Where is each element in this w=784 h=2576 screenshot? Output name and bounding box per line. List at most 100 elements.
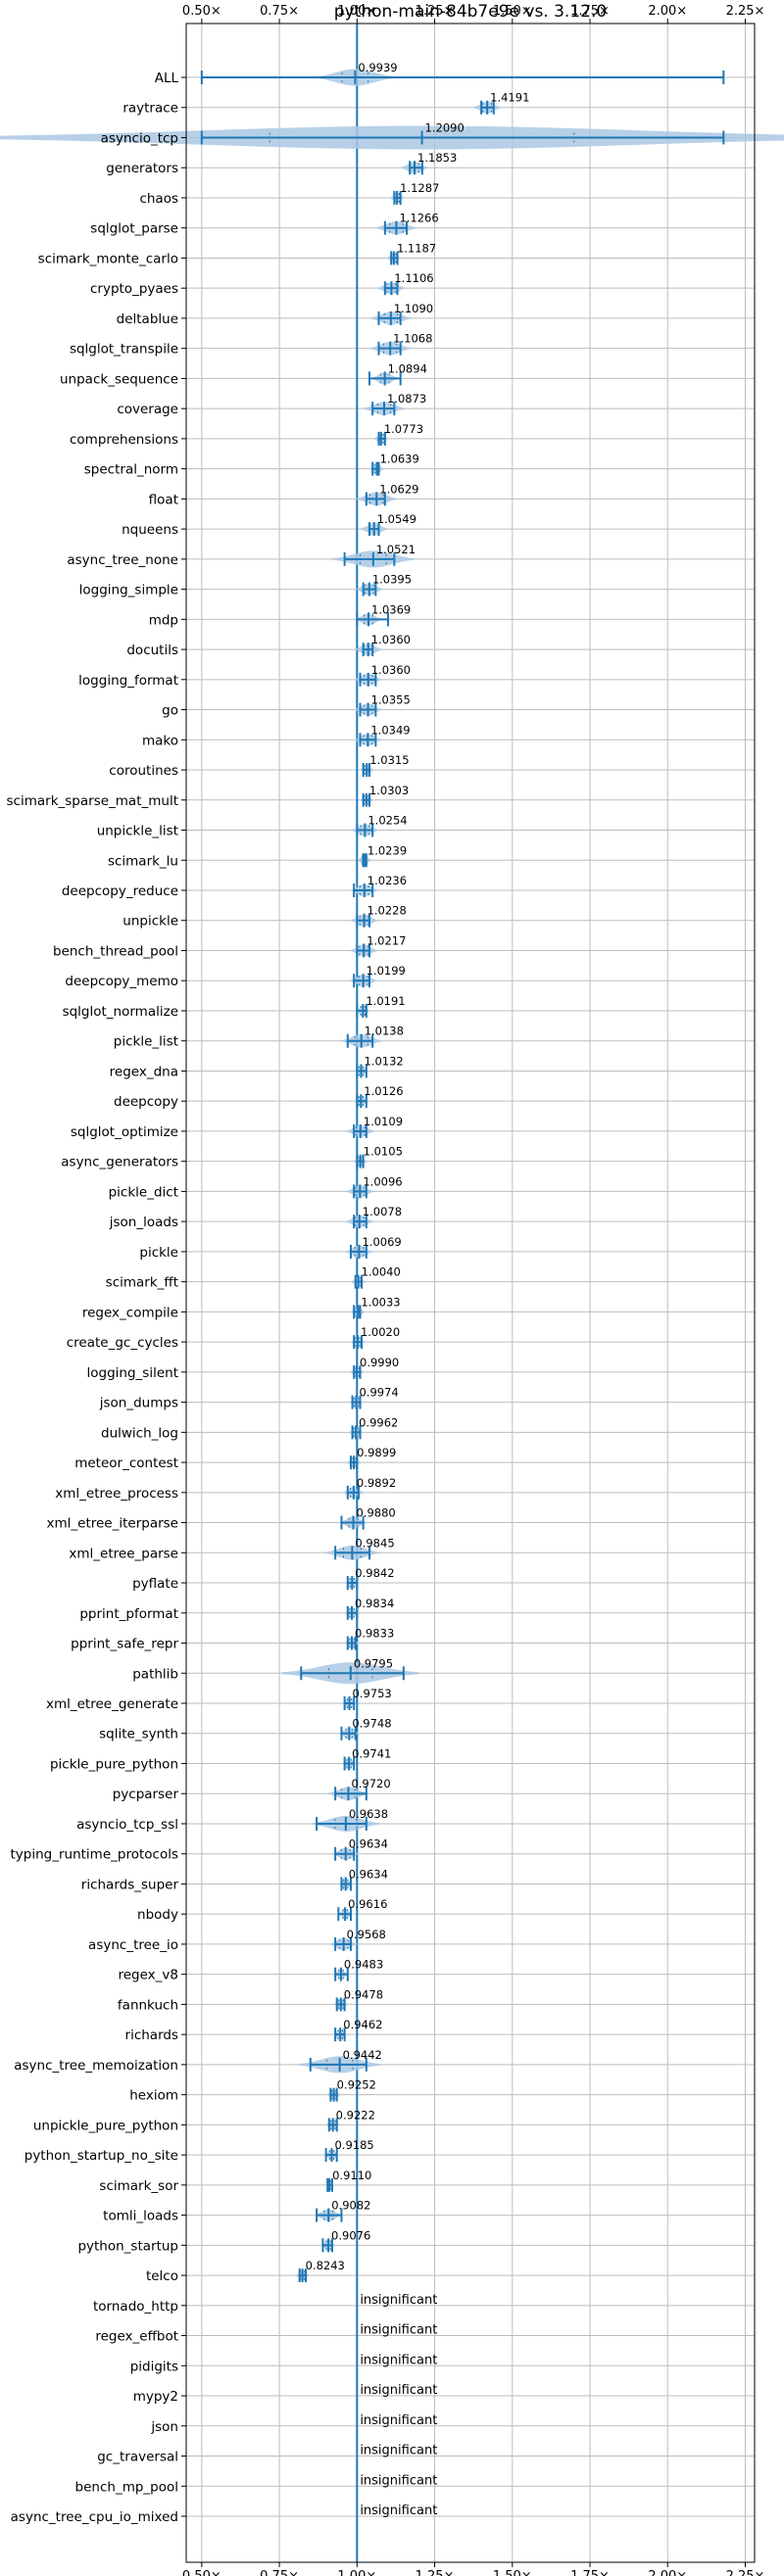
value-label: 0.9483: [344, 1958, 383, 1972]
value-label: 0.9845: [355, 1536, 394, 1550]
y-tick-label: bench_mp_pool: [75, 2479, 178, 2495]
value-label: 1.0132: [365, 1054, 404, 1068]
value-label: 1.0315: [369, 753, 409, 767]
y-tick-label: comprehensions: [70, 432, 178, 448]
value-label: 1.0395: [372, 573, 412, 587]
value-label: 1.0355: [371, 693, 411, 707]
y-tick-label: python_startup_no_site: [24, 2148, 178, 2164]
x-tick-label-bottom: 0.50×: [182, 2569, 221, 2576]
value-label: 1.0109: [364, 1115, 403, 1128]
value-label: 1.1287: [400, 181, 439, 195]
y-tick-label: async_tree_io: [88, 1937, 178, 1953]
value-label: 0.9252: [337, 2078, 376, 2092]
value-label: 1.0199: [367, 964, 406, 978]
x-tick-label-top: 1.00×: [337, 4, 376, 19]
y-tick-label: crypto_pyaes: [90, 281, 178, 297]
value-label: 1.1068: [393, 332, 432, 346]
y-tick-label: nqueens: [122, 522, 178, 538]
value-label: 0.9899: [357, 1446, 396, 1459]
y-tick-label: go: [162, 703, 178, 719]
y-tick-label: coroutines: [109, 763, 178, 779]
y-tick-label: telco: [146, 2268, 178, 2284]
x-tick-label-top: 2.25×: [726, 4, 765, 19]
value-label: 1.0236: [368, 874, 407, 887]
insignificant-label: insignificant: [360, 2444, 437, 2458]
x-tick-label-top: 2.00×: [648, 4, 687, 19]
value-label: 1.0873: [387, 392, 426, 405]
y-tick-label: sqlglot_transpile: [70, 342, 178, 358]
y-tick-label: pycparser: [113, 1787, 179, 1802]
value-label: 0.9616: [348, 1897, 387, 1911]
y-tick-label: scimark_lu: [108, 853, 178, 869]
y-tick-label: mdp: [149, 612, 178, 628]
insignificant-label: insignificant: [360, 2323, 437, 2338]
y-tick-label: logging_simple: [79, 583, 178, 598]
y-tick-label: xml_etree_process: [55, 1486, 178, 1502]
value-label: 0.9962: [359, 1415, 398, 1429]
value-label: 0.8243: [306, 2259, 345, 2272]
value-label: 0.9185: [334, 2138, 373, 2152]
value-label: 0.9795: [354, 1656, 393, 1670]
y-tick-label: meteor_contest: [74, 1455, 178, 1471]
y-tick-label: scimark_sparse_mat_mult: [7, 793, 178, 809]
insignificant-label: insignificant: [360, 2473, 437, 2488]
value-label: 1.0105: [364, 1145, 403, 1159]
value-label: 0.9082: [331, 2199, 370, 2213]
y-tick-label: async_tree_none: [67, 552, 178, 568]
value-label: 0.9892: [357, 1476, 396, 1490]
y-tick-label: dulwich_log: [101, 1425, 178, 1441]
y-tick-label: tornado_http: [93, 2299, 178, 2314]
y-tick-label: unpickle: [122, 914, 178, 930]
value-label: 1.1106: [394, 271, 433, 285]
value-label: 0.9222: [336, 2108, 375, 2122]
y-tick-label: xml_etree_generate: [46, 1696, 178, 1712]
value-label: 0.9990: [360, 1356, 399, 1369]
insignificant-label: insignificant: [360, 2413, 437, 2428]
y-tick-label: json: [150, 2419, 178, 2435]
y-tick-label: pathlib: [132, 1666, 178, 1682]
y-tick-label: pickle_dict: [109, 1184, 178, 1200]
value-label: 1.0020: [361, 1325, 400, 1339]
value-label: 1.0773: [384, 422, 423, 436]
y-tick-label: async_tree_cpu_io_mixed: [11, 2509, 178, 2525]
value-label: 1.1187: [397, 241, 436, 255]
y-tick-label: unpickle_pure_python: [33, 2118, 178, 2133]
y-tick-label: nbody: [137, 1907, 178, 1923]
y-tick-label: json_loads: [109, 1215, 178, 1230]
value-label: 0.9110: [332, 2169, 371, 2182]
value-label: 1.0096: [363, 1174, 402, 1188]
value-label: 0.9076: [331, 2228, 370, 2242]
y-tick-label: regex_dna: [110, 1064, 178, 1079]
x-tick-label-top: 0.50×: [182, 4, 221, 19]
value-label: 1.0369: [371, 602, 411, 616]
y-tick-label: json_dumps: [99, 1396, 178, 1411]
y-tick-label: deepcopy: [114, 1094, 178, 1110]
insignificant-label: insignificant: [360, 2293, 437, 2308]
insignificant-label: insignificant: [360, 2504, 437, 2518]
y-tick-label: pickle_pure_python: [50, 1756, 178, 1772]
y-tick-label: create_gc_cycles: [67, 1335, 178, 1351]
value-label: 0.9634: [349, 1867, 388, 1881]
y-tick-label: deepcopy_memo: [65, 974, 178, 989]
y-tick-label: raytrace: [122, 101, 178, 117]
value-label: 1.2090: [425, 120, 465, 134]
x-tick-label-top: 1.50×: [493, 4, 532, 19]
y-axis: ALL raytrace asyncio_tcp generators chaos sql…: [7, 71, 186, 2525]
violins: [0, 24, 784, 2562]
value-label: 0.9462: [343, 2018, 382, 2031]
y-tick-label: scimark_sor: [99, 2178, 178, 2194]
value-label: 1.0254: [368, 814, 407, 828]
value-labels: 0.9939 1.4191 1.2090 1.1853 1.1287 1.1266 1.11…: [306, 61, 530, 2518]
value-label: 1.0228: [368, 904, 407, 918]
y-tick-label: async_generators: [61, 1155, 178, 1170]
y-tick-label: logging_silent: [87, 1365, 178, 1381]
y-tick-label: python_startup: [77, 2238, 178, 2254]
x-tick-label-bottom: 0.75×: [260, 2569, 299, 2576]
value-label: 0.9442: [343, 2048, 382, 2062]
y-tick-label: richards: [125, 2027, 178, 2043]
y-tick-label: deltablue: [117, 311, 178, 327]
value-label: 1.0239: [368, 843, 407, 857]
y-tick-label: float: [149, 492, 178, 507]
x-axis: 0.50× 0.50× 0.75× 0.75× 1.00× 1.00× 1.25× 1.25×…: [182, 4, 764, 2576]
value-label: 0.9568: [347, 1928, 386, 1941]
